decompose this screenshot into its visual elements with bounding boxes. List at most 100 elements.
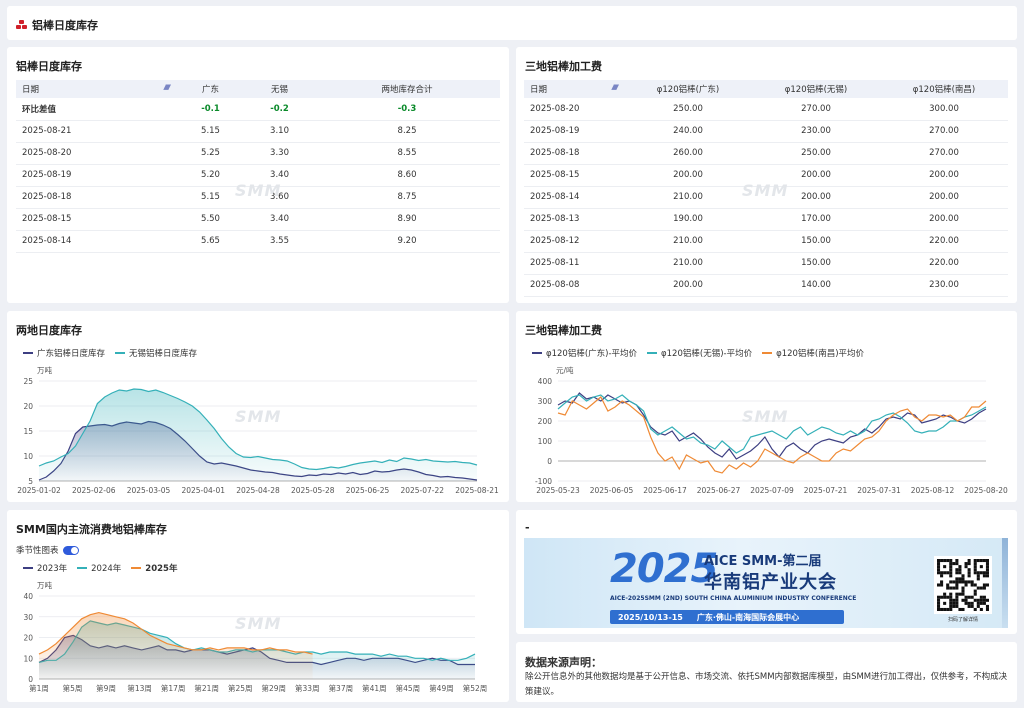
qr-module [979,571,983,575]
x-tick-label: 第41周 [362,683,387,693]
qr-module [958,592,962,596]
qr-module [937,583,941,587]
qr-module [937,607,941,611]
table-cell: 2025-08-14 [16,230,176,253]
qr-module [979,598,983,602]
qr-module [964,565,968,569]
legend-item[interactable]: 2024年 [77,562,121,574]
legend-item[interactable]: φ120铝棒(南昌)平均价 [762,347,864,359]
qr-module [967,595,971,599]
y-tick-label: 0 [547,457,552,466]
qr-module [982,595,986,599]
column-header-label: 无锡 [271,85,289,95]
legend-item[interactable]: 广东铝棒日度库存 [23,347,105,359]
table-cell: 2025-08-19 [16,164,176,187]
series-line [557,392,987,460]
qr-module [955,592,959,596]
chart-legend[interactable]: φ120铝棒(广东)-平均价 φ120铝棒(无锡)-平均价 φ120铝棒(南昌)平均… [532,347,864,359]
qr-module [946,586,950,590]
qr-module [958,607,962,611]
sort-icon[interactable]: ▲▼ [163,83,171,91]
conference-banner[interactable]: 2025 AICE SMM-第二届 华南铝产业大会 AICE-2025SMM (… [524,538,1008,628]
qr-module [946,595,950,599]
qr-module [985,574,989,578]
x-tick-label: 2025-04-28 [236,486,280,495]
qr-module [955,598,959,602]
table-cell: 2025-08-11 [524,252,624,275]
diff-row: 环比差值 -0.1 -0.2 -0.3 [16,98,500,121]
legend-item[interactable]: φ120铝棒(无锡)-平均价 [647,347,752,359]
table-row: 2025-08-20 250.00 270.00 300.00 [524,98,1008,121]
processing-fee-chart: 元/吨 -100 0 100 200 300 400 2025-05-23 2025-06-05… [535,365,1008,495]
qr-module [940,571,944,575]
x-tick-label: 2025-06-05 [590,486,634,495]
sort-icon[interactable]: ▲▼ [611,83,619,91]
statement-title: 数据来源声明： [525,656,602,669]
column-header: 两地库存合计 [314,80,500,98]
qr-module [949,607,953,611]
qr-module [949,559,953,563]
qr-module [982,601,986,605]
x-tick-label: 第9周 [96,683,116,693]
x-tick-label: 第49周 [429,683,454,693]
y-tick-label: 40 [23,592,33,601]
table-row: 2025-08-14 5.65 3.55 9.20 [16,230,500,253]
x-tick-label: 2025-07-21 [804,486,848,495]
chart-legend[interactable]: 广东铝棒日度库存 无锡铝棒日度库存 [23,347,197,359]
column-header-label: φ120铝棒(无锡) [784,85,848,95]
qr-module [967,604,971,608]
legend-item[interactable]: 无锡铝棒日度库存 [115,347,197,359]
consumption-inventory-chart: 万吨 0 10 20 30 40 第1周 第5周 第9周 第13周 第17周 第21周 第25周 第29周… [23,580,488,693]
y-tick-label: 20 [23,634,33,643]
table-cell: 3.40 [245,164,315,187]
chart-legend[interactable]: 2023年 2024年 2025年 [23,562,177,574]
y-axis-unit: 万吨 [37,365,52,375]
column-header[interactable]: 日期 ▲▼ [16,80,176,98]
qr-module [964,598,968,602]
column-header-label: 广东 [202,85,220,95]
table-row: 2025-08-15 200.00 200.00 200.00 [524,164,1008,187]
qr-module [973,559,977,563]
y-tick-label: -100 [535,477,552,486]
fee-table-title: 三地铝棒加工费 [525,60,602,73]
legend-swatch [532,352,542,354]
legend-item[interactable]: φ120铝棒(广东)-平均价 [532,347,637,359]
table-cell: 9.20 [314,230,500,253]
qr-module [958,571,962,575]
banner-year: 2025 [610,546,718,592]
qr-module [979,595,983,599]
qr-module [949,595,953,599]
seasonal-toggle-switch[interactable] [62,545,79,555]
qr-module [961,586,965,590]
qr-module [985,571,989,575]
qr-module [946,571,950,575]
table-cell: 170.00 [752,208,880,231]
chart-title: 三地铝棒加工费 [525,324,602,337]
table-cell: 5.15 [176,120,246,143]
qr-module [943,607,947,611]
two-region-inventory-chart-card: 两地日度库存 广东铝棒日度库存 无锡铝棒日度库存 万吨 5 10 15 20 25 2025-… [7,311,509,502]
table-row: 2025-08-08 200.00 140.00 230.00 [524,274,1008,297]
column-header[interactable]: 日期 ▲▼ [524,80,624,98]
table-cell: 270.00 [880,142,1008,165]
table-header-row: 日期 ▲▼ 广东 无锡 两地库存合计 [16,80,500,98]
legend-item[interactable]: 2023年 [23,562,67,574]
qr-module [967,601,971,605]
qr-module [943,595,947,599]
qr-module [949,592,953,596]
x-tick-label: 第52周 [463,683,488,693]
table-cell: 250.00 [624,98,752,121]
ad-card-title: - [525,521,530,534]
legend-item[interactable]: 2025年 [131,562,177,574]
qr-module [940,595,944,599]
qr-module [949,604,953,608]
qr-module [955,568,959,572]
table-cell: 140.00 [752,274,880,297]
qr-module [982,559,986,563]
table-cell: 220.00 [880,230,1008,253]
legend-swatch [647,352,658,354]
qr-module [952,598,956,602]
x-tick-label: 2025-07-22 [400,486,444,495]
qr-module [976,574,980,578]
table-cell: 270.00 [880,120,1008,143]
